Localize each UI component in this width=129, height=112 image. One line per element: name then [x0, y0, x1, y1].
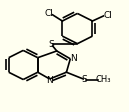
- Text: S: S: [49, 40, 54, 49]
- Text: Cl: Cl: [103, 11, 112, 20]
- Text: Cl: Cl: [44, 9, 53, 18]
- Text: CH₃: CH₃: [95, 75, 111, 84]
- Text: N: N: [46, 76, 52, 85]
- Text: S: S: [82, 75, 87, 84]
- Text: N: N: [71, 54, 77, 63]
